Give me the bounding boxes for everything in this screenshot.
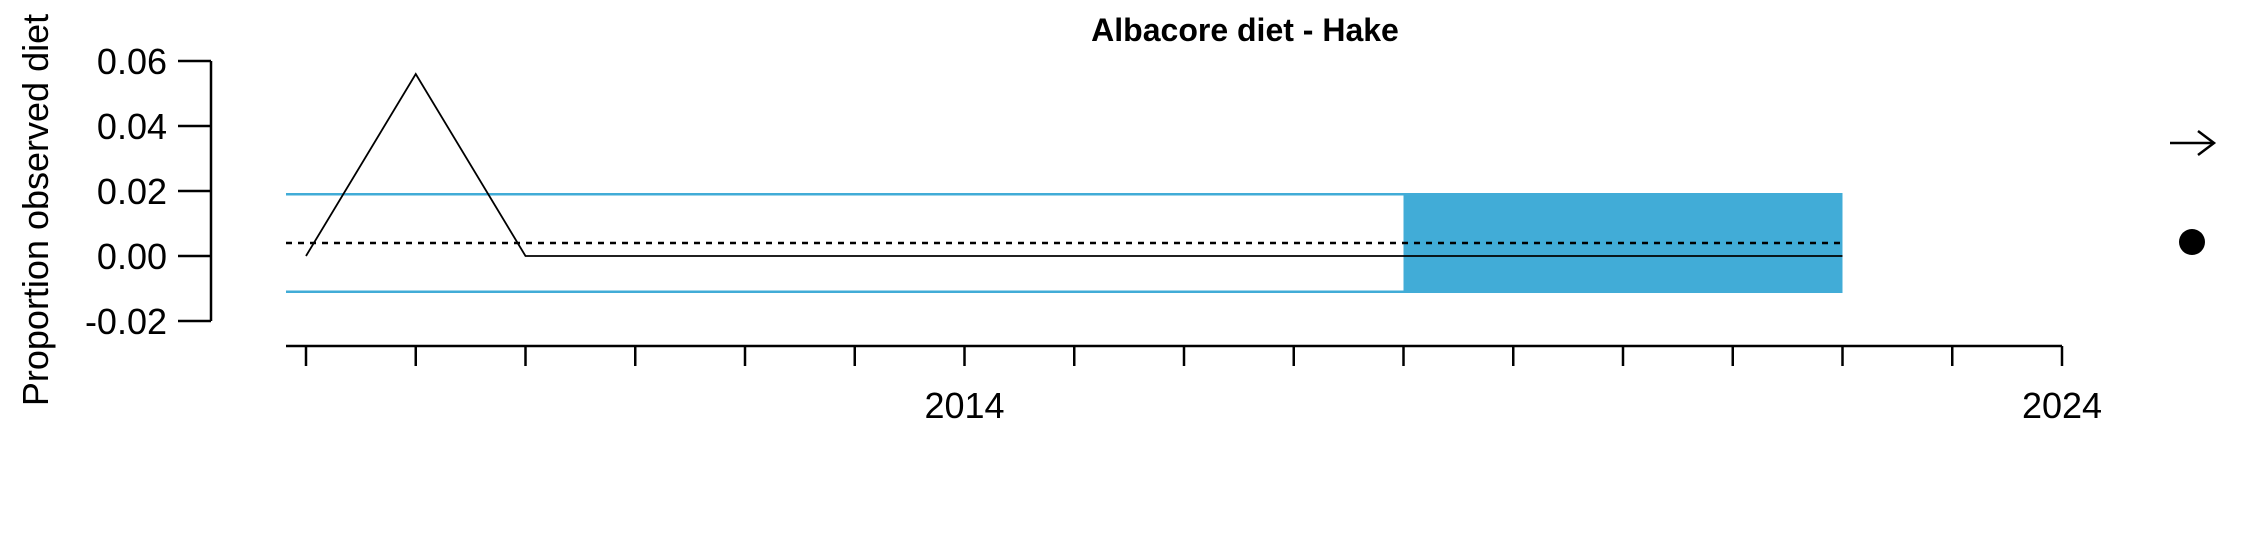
y-tick-label: 0.06 bbox=[97, 41, 167, 82]
y-tick-label: -0.02 bbox=[85, 301, 167, 342]
right-arrow-icon bbox=[2170, 130, 2217, 156]
x-tick-label: 2024 bbox=[2022, 385, 2102, 426]
y-axis: -0.02 0.00 0.02 0.04 0.06 bbox=[85, 41, 213, 342]
y-axis-label: Proportion observed diet bbox=[15, 14, 56, 406]
series-polyline bbox=[305, 72, 1843, 257]
y-tick-label: 0.04 bbox=[97, 106, 167, 147]
y-tick-label: 0.02 bbox=[97, 171, 167, 212]
series-line bbox=[305, 72, 1843, 257]
x-tick-label: 2014 bbox=[924, 385, 1004, 426]
x-axis: 2014 2024 bbox=[286, 344, 2102, 426]
filled-circle-icon bbox=[2179, 229, 2205, 255]
sd-lines bbox=[286, 193, 1843, 293]
y-tick-label: 0.00 bbox=[97, 236, 167, 277]
indicators bbox=[2170, 130, 2217, 255]
chart-title: Albacore diet - Hake bbox=[1091, 12, 1399, 48]
